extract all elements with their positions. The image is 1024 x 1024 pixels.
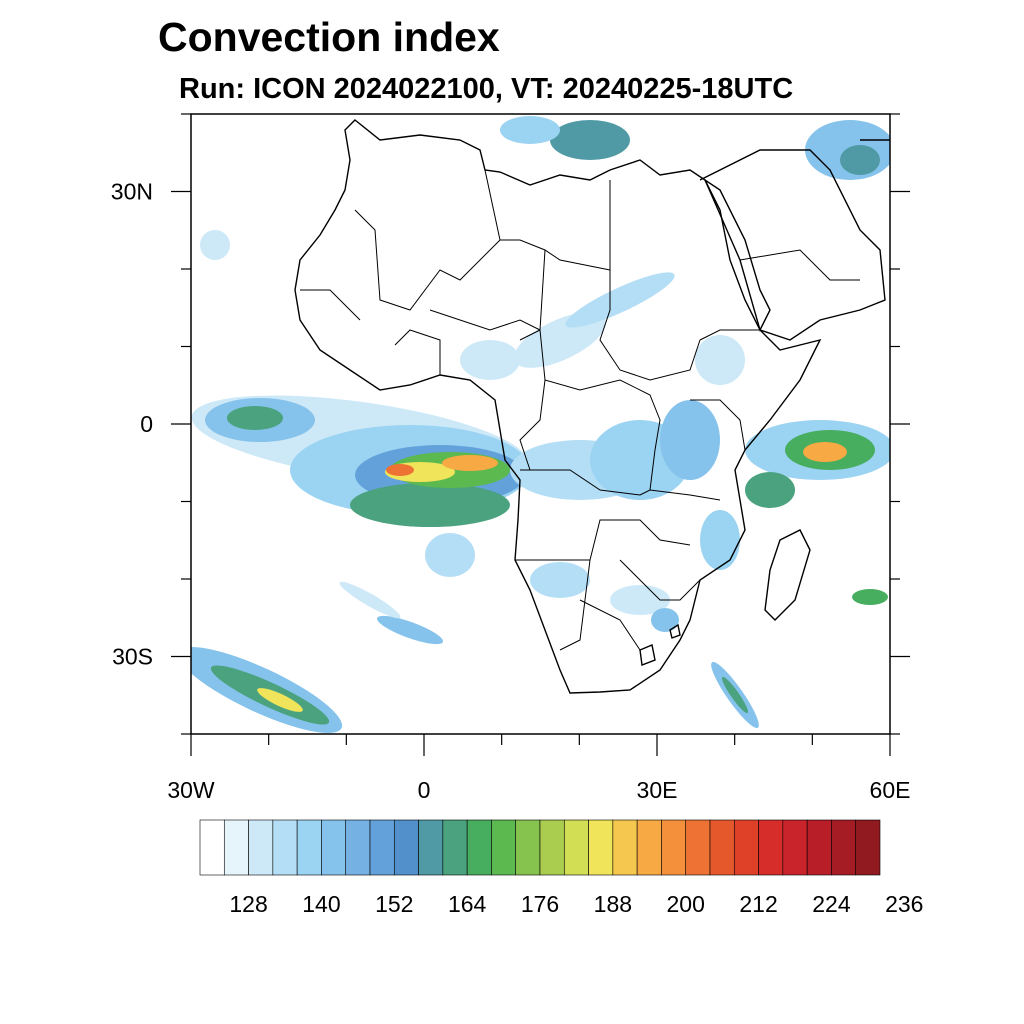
colorbar-bin (466, 819, 492, 876)
colorbar-bin (709, 819, 735, 876)
colorbar-bin (782, 819, 808, 876)
lon-tick-label: 30E (637, 777, 678, 803)
colorbar (199, 819, 881, 876)
colorbar-bin (296, 819, 322, 876)
colorbar-bin (588, 819, 614, 876)
colorbar-bin (733, 819, 759, 876)
colorbar-bin (685, 819, 711, 876)
colorbar-bin (806, 819, 832, 876)
colorbar-label: 224 (812, 891, 851, 917)
colorbar-label: 212 (739, 891, 777, 917)
colorbar-bin (345, 819, 371, 876)
lat-tick-label: 30N (111, 179, 153, 205)
colorbar-bin (223, 819, 249, 876)
colorbar-bin (539, 819, 565, 876)
coastlines (294, 119, 890, 694)
colorbar-bin (612, 819, 638, 876)
colorbar-bin (636, 819, 662, 876)
colorbar-bin (661, 819, 687, 876)
country-borders (300, 169, 860, 651)
colorbar-bin (442, 819, 468, 876)
colorbar-label: 188 (594, 891, 632, 917)
map-subtitle: Run: ICON 2024022100, VT: 20240225-18UTC (179, 73, 794, 105)
colorbar-bin (418, 819, 444, 876)
colorbar-bin (831, 819, 857, 876)
colorbar-bin (758, 819, 784, 876)
map-title: Convection index (158, 14, 500, 60)
axis-tick-labels: 30N 0 30S 30W 0 30E 60E (111, 179, 911, 804)
lat-tick-label: 30S (112, 644, 153, 670)
colorbar-bin (491, 819, 517, 876)
axis-ticks (171, 113, 910, 756)
colorbar-label: 236 (885, 891, 923, 917)
lon-tick-label: 0 (418, 777, 431, 803)
colorbar-bin (393, 819, 419, 876)
colorbar-bin (369, 819, 395, 876)
colorbar-bin (272, 819, 298, 876)
colorbar-label: 164 (448, 891, 487, 917)
colorbar-bin (563, 819, 589, 876)
colorbar-label: 140 (302, 891, 340, 917)
colorbar-bin (199, 819, 225, 876)
lon-tick-label: 30W (167, 777, 215, 803)
colorbar-bin (248, 819, 274, 876)
colorbar-bin (855, 819, 881, 876)
lon-tick-label: 60E (870, 777, 911, 803)
colorbar-bin (515, 819, 541, 876)
colorbar-label: 128 (229, 891, 267, 917)
colorbar-label: 152 (375, 891, 413, 917)
colorbar-label: 176 (521, 891, 559, 917)
colorbar-bin (321, 819, 347, 876)
colorbar-label: 200 (667, 891, 705, 917)
lat-tick-label: 0 (140, 411, 153, 437)
convection-field (191, 116, 890, 733)
colorbar-labels: 128 140 152 164 176 188 200 212 224 236 (229, 891, 923, 917)
